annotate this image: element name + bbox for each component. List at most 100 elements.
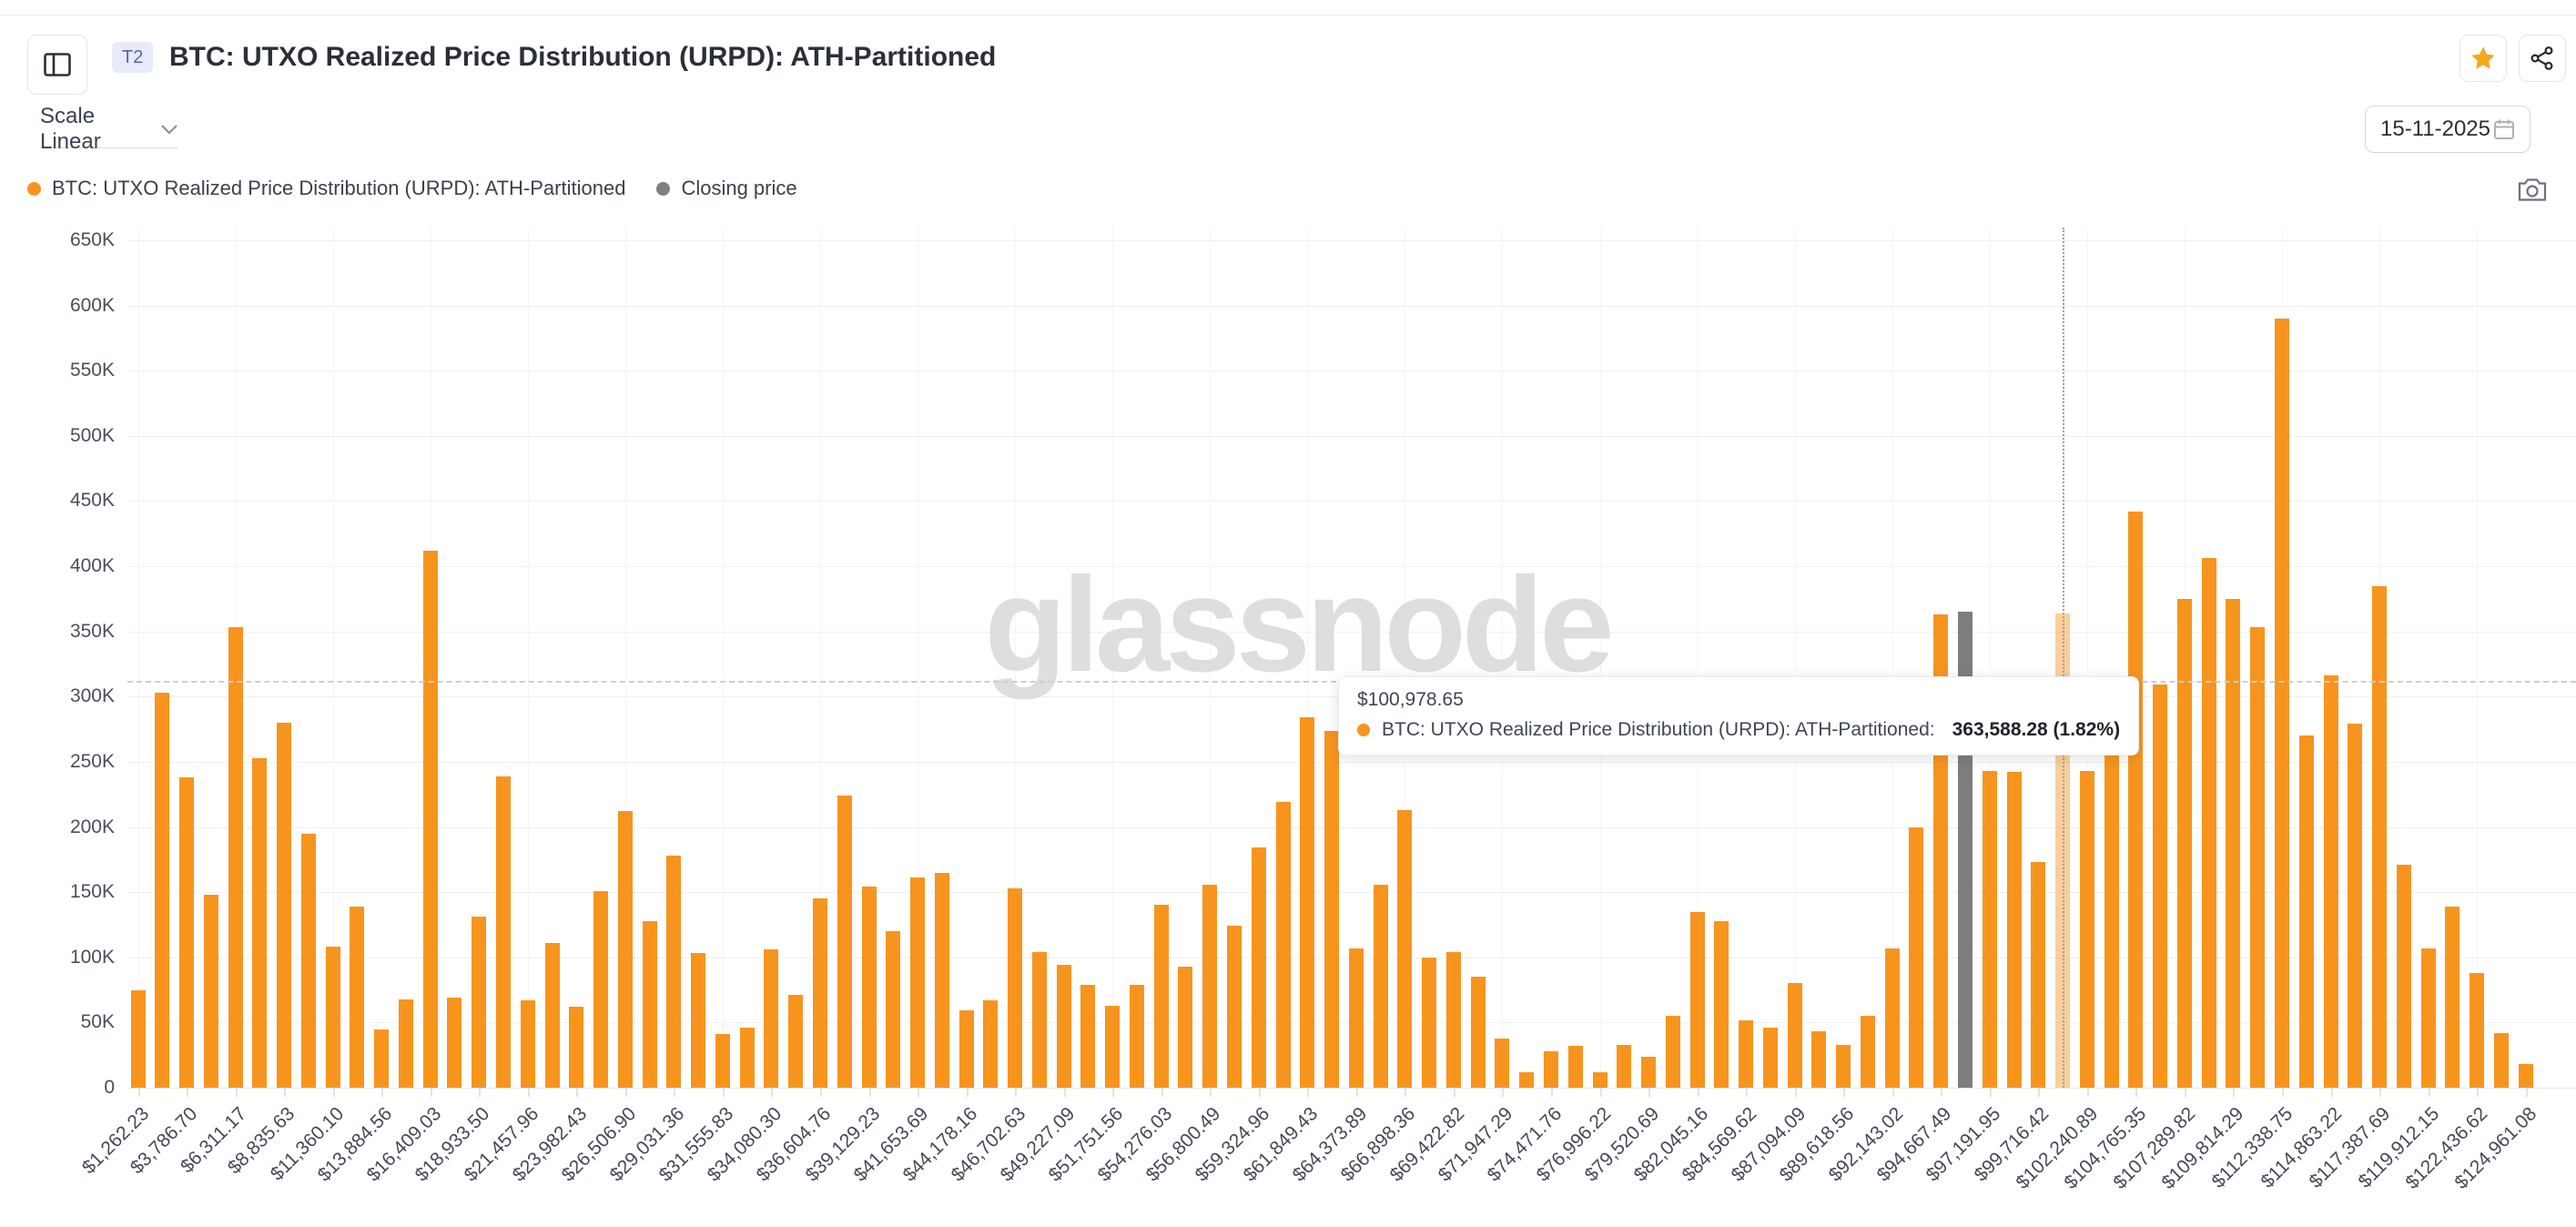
- bar[interactable]: [1008, 887, 1023, 1088]
- bar[interactable]: [1080, 984, 1096, 1088]
- date-picker[interactable]: 15-11-2025: [2365, 106, 2530, 153]
- bar[interactable]: [277, 722, 292, 1088]
- bar[interactable]: [569, 1007, 584, 1088]
- bar[interactable]: [1739, 1019, 1754, 1088]
- bar[interactable]: [2493, 1032, 2509, 1088]
- bar[interactable]: [1617, 1044, 1632, 1088]
- scale-selector[interactable]: Scale Linear: [40, 104, 178, 154]
- bar[interactable]: [1348, 948, 1364, 1088]
- bar[interactable]: [910, 877, 926, 1088]
- bar[interactable]: [764, 949, 779, 1088]
- share-button[interactable]: [2519, 35, 2566, 82]
- bar[interactable]: [2470, 972, 2485, 1088]
- bar[interactable]: [422, 550, 438, 1088]
- bar[interactable]: [617, 811, 633, 1088]
- bar[interactable]: [447, 998, 462, 1088]
- bar[interactable]: [812, 898, 827, 1088]
- bar[interactable]: [2226, 598, 2241, 1088]
- favorite-button[interactable]: [2459, 35, 2507, 82]
- bar[interactable]: [2323, 675, 2338, 1088]
- bar[interactable]: [130, 989, 146, 1088]
- bar[interactable]: [228, 627, 243, 1088]
- bar[interactable]: [325, 947, 340, 1088]
- bar[interactable]: [2006, 772, 2022, 1088]
- bar[interactable]: [1227, 926, 1242, 1088]
- bar[interactable]: [934, 872, 949, 1088]
- bar[interactable]: [666, 856, 682, 1088]
- bar[interactable]: [788, 995, 804, 1088]
- bar[interactable]: [1445, 952, 1461, 1088]
- bar[interactable]: [1519, 1071, 1535, 1088]
- bar[interactable]: [1422, 957, 1437, 1088]
- bar[interactable]: [1836, 1044, 1851, 1088]
- bar[interactable]: [2153, 684, 2168, 1088]
- bar[interactable]: [300, 833, 316, 1088]
- bar[interactable]: [2274, 318, 2289, 1088]
- bar[interactable]: [1592, 1071, 1607, 1088]
- bar[interactable]: [2298, 735, 2314, 1088]
- bar[interactable]: [203, 895, 218, 1088]
- bar[interactable]: [1811, 1031, 1827, 1088]
- bar[interactable]: [1787, 983, 1802, 1088]
- bar[interactable]: [1251, 847, 1266, 1088]
- bar[interactable]: [155, 693, 170, 1088]
- bar[interactable]: [1031, 952, 1047, 1088]
- bar[interactable]: [886, 931, 901, 1088]
- bar[interactable]: [350, 906, 365, 1088]
- bar[interactable]: [496, 776, 511, 1088]
- bar[interactable]: [1275, 802, 1291, 1088]
- bar[interactable]: [2396, 865, 2411, 1088]
- bar[interactable]: [958, 1010, 974, 1088]
- bar[interactable]: [1714, 920, 1729, 1088]
- bar[interactable]: [2201, 558, 2216, 1088]
- bar[interactable]: [252, 757, 268, 1088]
- bar[interactable]: [374, 1029, 390, 1088]
- bar[interactable]: [2445, 906, 2460, 1088]
- bar[interactable]: [1665, 1016, 1680, 1088]
- bar[interactable]: [398, 999, 413, 1088]
- bar[interactable]: [2420, 948, 2436, 1088]
- bar[interactable]: [472, 917, 487, 1088]
- bar[interactable]: [1909, 826, 1924, 1088]
- bar[interactable]: [1105, 1005, 1121, 1088]
- bar[interactable]: [1689, 911, 1705, 1088]
- bar[interactable]: [520, 1000, 535, 1088]
- bar[interactable]: [1300, 717, 1315, 1088]
- bar[interactable]: [1178, 966, 1193, 1088]
- bar[interactable]: [1324, 730, 1340, 1088]
- bar[interactable]: [2250, 627, 2266, 1088]
- bar[interactable]: [1762, 1028, 1778, 1088]
- bar[interactable]: [1202, 884, 1218, 1088]
- bar[interactable]: [861, 887, 877, 1088]
- bar[interactable]: [1129, 984, 1144, 1088]
- bar[interactable]: [1982, 770, 1997, 1088]
- bar[interactable]: [544, 943, 560, 1088]
- bar[interactable]: [837, 796, 852, 1088]
- bar[interactable]: [1567, 1046, 1583, 1088]
- bar[interactable]: [2372, 585, 2388, 1088]
- bar[interactable]: [642, 920, 657, 1088]
- bar[interactable]: [593, 890, 609, 1088]
- bar[interactable]: [2104, 717, 2119, 1088]
- sidebar-toggle-button[interactable]: [27, 35, 87, 95]
- bar[interactable]: [2348, 724, 2363, 1088]
- bar[interactable]: [715, 1034, 730, 1088]
- bar[interactable]: [2176, 598, 2192, 1088]
- bar[interactable]: [2079, 770, 2094, 1088]
- bar[interactable]: [1470, 977, 1486, 1088]
- bar[interactable]: [2128, 511, 2144, 1088]
- bar[interactable]: [983, 1000, 999, 1088]
- bar[interactable]: [691, 953, 706, 1088]
- bar[interactable]: [2518, 1064, 2533, 1088]
- bar[interactable]: [1641, 1056, 1657, 1088]
- bar[interactable]: [1495, 1038, 1510, 1088]
- bar[interactable]: [1056, 965, 1071, 1088]
- screenshot-button[interactable]: [2518, 177, 2549, 204]
- bar[interactable]: [1153, 905, 1169, 1088]
- bar[interactable]: [739, 1028, 755, 1088]
- legend-item-closing-price[interactable]: Closing price: [656, 177, 797, 200]
- bar[interactable]: [1884, 948, 1900, 1088]
- bar[interactable]: [1543, 1050, 1558, 1088]
- bar[interactable]: [1373, 884, 1388, 1088]
